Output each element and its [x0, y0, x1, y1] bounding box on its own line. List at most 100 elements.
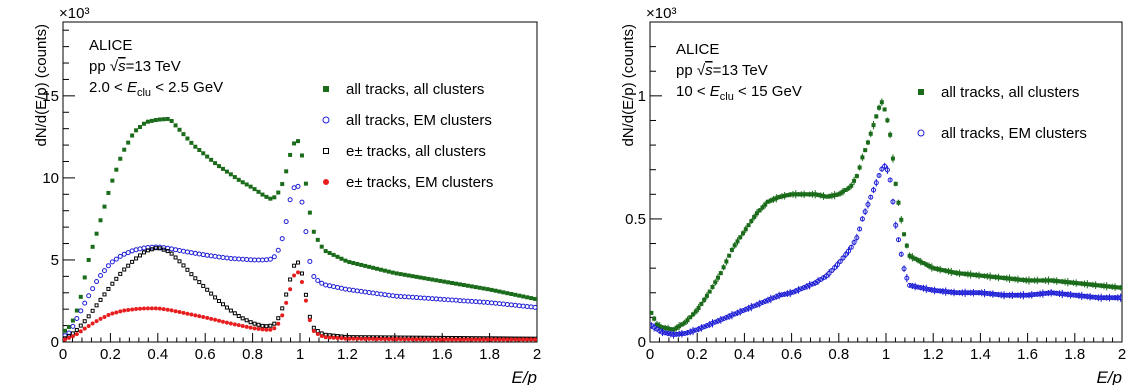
- data-point: [489, 337, 494, 342]
- data-point: [78, 308, 84, 314]
- data-point: [718, 271, 723, 276]
- data-point: [121, 251, 127, 257]
- data-point: [865, 201, 871, 207]
- data-point: [437, 296, 443, 302]
- data-point: [109, 259, 115, 265]
- data-point: [292, 273, 297, 278]
- data-point: [153, 118, 158, 123]
- data-point: [169, 251, 174, 256]
- data-point: [453, 297, 459, 303]
- data-point: [394, 271, 399, 276]
- annotation: ALICE pp √s=13 TeV 2.0 < Eclu < 2.5 GeV: [89, 37, 223, 99]
- data-point: [529, 337, 534, 342]
- data-point: [813, 192, 818, 197]
- data-point: [228, 308, 233, 313]
- data-point: [280, 306, 285, 311]
- data-point: [303, 229, 309, 235]
- data-point: [355, 261, 360, 266]
- data-point: [141, 306, 146, 311]
- x-axis-label: E/p: [1096, 368, 1122, 385]
- data-point: [665, 330, 671, 336]
- data-point: [461, 337, 466, 342]
- data-point: [1060, 279, 1065, 284]
- data-point: [726, 313, 732, 319]
- data-point: [446, 280, 451, 285]
- data-point: [299, 271, 304, 276]
- data-point: [793, 192, 798, 197]
- legend-entry-label: all tracks, all clusters: [941, 84, 1079, 101]
- data-point: [126, 263, 131, 268]
- data-point: [513, 337, 518, 342]
- data-point: [66, 324, 71, 329]
- data-point: [734, 310, 740, 316]
- data-point: [429, 296, 435, 302]
- data-point: [217, 318, 222, 323]
- data-point: [1099, 283, 1104, 288]
- data-point: [351, 261, 356, 266]
- data-point: [1054, 279, 1059, 284]
- data-point: [134, 128, 139, 133]
- data-point: [948, 289, 954, 295]
- data-point: [804, 192, 809, 197]
- data-point: [798, 286, 804, 292]
- data-point: [465, 283, 470, 288]
- data-point: [454, 337, 459, 342]
- data-point: [927, 263, 932, 268]
- data-point: [929, 265, 934, 270]
- data-point: [102, 314, 107, 319]
- data-point: [709, 320, 715, 326]
- data-point: [417, 295, 423, 301]
- data-point: [232, 311, 237, 316]
- data-point: [782, 193, 787, 198]
- data-point: [993, 291, 999, 297]
- data-point: [829, 267, 835, 273]
- data-point: [311, 329, 316, 334]
- data-point: [382, 337, 387, 342]
- data-point: [149, 247, 154, 252]
- data-point: [70, 318, 75, 323]
- x-tick-label: 1: [296, 346, 304, 363]
- data-point: [509, 337, 514, 342]
- data-point: [1007, 276, 1012, 281]
- data-point: [272, 195, 277, 200]
- data-point: [1040, 291, 1046, 297]
- data-point: [126, 308, 131, 312]
- data-point: [804, 283, 810, 289]
- data-point: [236, 256, 242, 262]
- data-point: [893, 222, 899, 228]
- data-point: [895, 237, 901, 243]
- data-point: [469, 337, 474, 342]
- legend-entry-label: e± tracks, EM clusters: [346, 174, 493, 191]
- data-point: [359, 336, 364, 341]
- data-point: [512, 302, 518, 308]
- data-point: [970, 290, 976, 296]
- data-point: [888, 132, 893, 137]
- data-point: [954, 290, 960, 296]
- data-point: [766, 199, 770, 204]
- data-point: [284, 292, 289, 297]
- data-point: [1054, 290, 1060, 296]
- data-point: [910, 255, 915, 260]
- data-point: [402, 272, 407, 277]
- data-point: [912, 284, 918, 290]
- data-point: [738, 235, 743, 240]
- data-point: [660, 325, 665, 330]
- data-point: [362, 289, 368, 295]
- data-point: [771, 197, 776, 202]
- data-point: [1096, 283, 1101, 288]
- data-point: [1065, 292, 1071, 298]
- data-point: [264, 194, 269, 199]
- data-point: [874, 114, 879, 119]
- data-point: [315, 277, 321, 283]
- data-point: [929, 287, 935, 293]
- data-point: [509, 292, 514, 296]
- data-point: [1023, 292, 1029, 298]
- data-point: [854, 174, 859, 179]
- data-point: [1051, 290, 1057, 296]
- cluster-energy-range: 2.0 < Eclu < 2.5 GeV: [89, 79, 223, 99]
- data-point: [82, 319, 87, 324]
- data-point: [1029, 292, 1035, 298]
- data-point: [934, 288, 940, 294]
- data-point: [505, 291, 510, 296]
- data-point: [102, 292, 107, 297]
